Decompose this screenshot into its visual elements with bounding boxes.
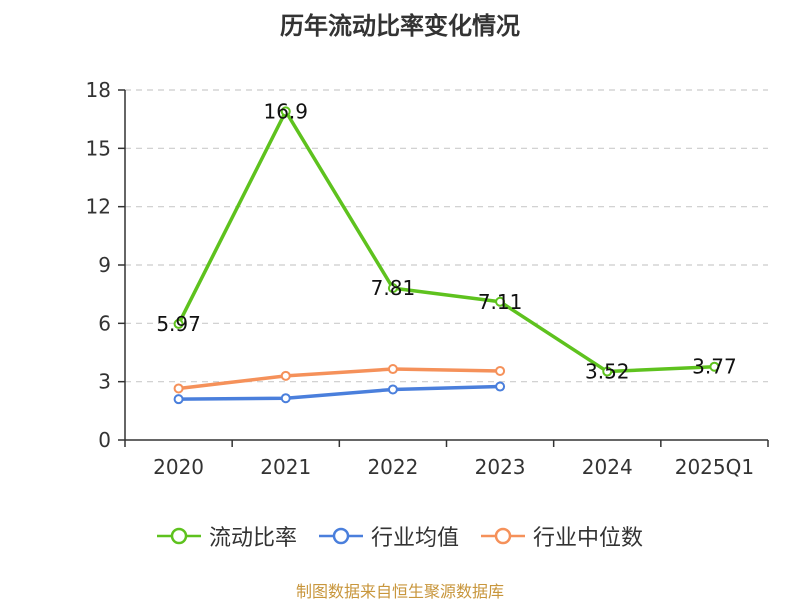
data-label: 7.81: [371, 276, 416, 300]
y-tick-label: 0: [98, 428, 111, 452]
legend-label: 行业均值: [370, 526, 459, 551]
series-line-0: [177, 109, 715, 374]
data-label: 3.77: [692, 355, 737, 379]
legend-marker-icon: [481, 527, 525, 545]
data-label: 3.52: [585, 360, 630, 384]
legend-item-industry-average[interactable]: 行业均值: [318, 520, 459, 552]
data-point: [495, 365, 506, 376]
legend-label: 流动比率: [208, 526, 297, 551]
legend-item-current-ratio[interactable]: 流动比率: [156, 520, 297, 552]
line-chart: 0 3 6 9 12 15 18 2020 2021 2022 2023 2024 2025Q1 5.9…: [86, 78, 769, 479]
y-tick-label: 18: [86, 78, 111, 102]
data-labels: 5.97 16.9 7.81 7.11 3.52 3.77: [156, 99, 736, 383]
data-point: [387, 283, 398, 294]
series-points: [173, 106, 720, 405]
legend-item-industry-median[interactable]: 行业中位数: [481, 520, 643, 552]
data-point: [602, 366, 613, 377]
data-label: 7.11: [478, 290, 523, 314]
x-tick-label: 2022: [367, 455, 418, 479]
y-tick-label: 12: [86, 195, 111, 219]
data-point: [709, 361, 720, 372]
data-point: [280, 370, 291, 381]
x-tick-label: 2020: [153, 455, 204, 479]
legend-marker-icon: [318, 527, 363, 545]
data-point: [495, 381, 506, 392]
x-tick-label: 2025Q1: [675, 455, 754, 479]
chart-title: 历年流动比率变化情况: [280, 12, 520, 40]
data-point: [280, 393, 291, 404]
series-line-2: [178, 367, 501, 391]
y-tick-label: 3: [98, 370, 111, 394]
tick-labels: 0 3 6 9 12 15 18 2020 2021 2022 2023 2024 2025Q1: [86, 78, 755, 479]
legend-label: 行业中位数: [533, 526, 644, 551]
legend-marker-icon: [156, 527, 201, 545]
data-point: [387, 384, 398, 395]
x-tick-label: 2021: [260, 455, 311, 479]
data-point: [387, 364, 398, 375]
data-point: [173, 383, 184, 394]
axes: [118, 89, 769, 447]
data-point: [280, 106, 291, 117]
x-tick-label: 2024: [582, 455, 633, 479]
data-label: 5.97: [156, 312, 201, 336]
y-tick-label: 15: [86, 136, 111, 160]
data-label: 16.9: [263, 99, 308, 123]
y-tick-label: 9: [98, 253, 111, 277]
data-point: [495, 296, 506, 307]
data-point: [173, 318, 184, 329]
y-tick-label: 6: [98, 311, 111, 335]
legend: 流动比率 行业均值 行业中位数: [0, 520, 800, 552]
series-line-1: [178, 384, 501, 401]
gridlines: [125, 89, 768, 383]
series-lines: [177, 109, 715, 401]
data-source-footer: 制图数据来自恒生聚源数据库: [295, 582, 504, 601]
x-tick-label: 2023: [475, 455, 526, 479]
data-point: [173, 394, 184, 405]
